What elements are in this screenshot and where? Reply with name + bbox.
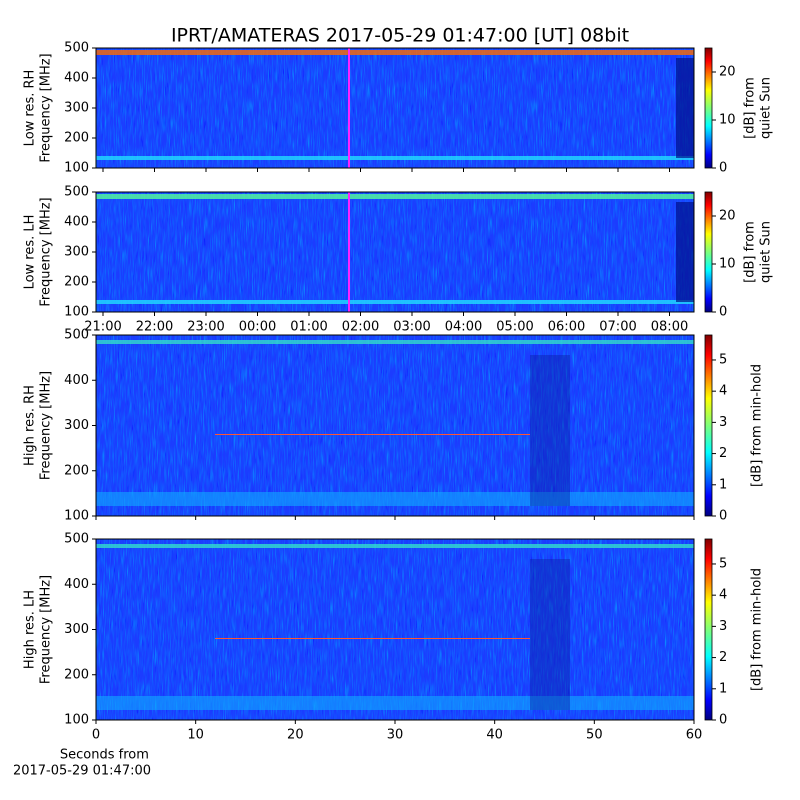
colorbar-label: [dB] from min-hold bbox=[750, 364, 765, 487]
y-tick-label: 400 bbox=[64, 71, 89, 86]
band-top bbox=[96, 544, 694, 548]
colorbar-tick-label: 0 bbox=[719, 161, 727, 176]
colorbar-label: quiet Sun bbox=[759, 221, 774, 283]
colorbar-tick-label: 10 bbox=[719, 113, 736, 128]
colorbar-tick-label: 2 bbox=[719, 650, 727, 665]
colorbar-tick-label: 5 bbox=[719, 556, 727, 571]
y-tick-label: 500 bbox=[64, 185, 89, 200]
y-tick-label: 300 bbox=[64, 622, 89, 637]
x-tick-label: 30 bbox=[387, 728, 404, 743]
x-tick-label: 03:00 bbox=[393, 320, 430, 335]
y-axis-label: High res. RH bbox=[23, 385, 38, 466]
colorbar-tick-label: 4 bbox=[719, 384, 727, 399]
x-axis-label: 2017-05-29 01:47:00 bbox=[13, 764, 151, 779]
y-tick-label: 400 bbox=[64, 373, 89, 388]
band-dark bbox=[530, 559, 570, 710]
colorbar-tick-label: 1 bbox=[719, 477, 727, 492]
band-strong bbox=[96, 50, 694, 55]
x-tick-label: 23:00 bbox=[187, 320, 224, 335]
colorbar bbox=[704, 191, 713, 313]
y-axis-label: Low res. RH bbox=[23, 70, 38, 147]
y-tick-label: 200 bbox=[64, 667, 89, 682]
band-low bbox=[96, 696, 694, 710]
y-tick-label: 500 bbox=[64, 328, 89, 343]
x-tick-label: 08:00 bbox=[651, 320, 688, 335]
y-axis-label: Frequency [MHz] bbox=[39, 371, 54, 480]
band-dark bbox=[530, 355, 570, 506]
band-low bbox=[96, 492, 694, 506]
y-axis-label: Frequency [MHz] bbox=[39, 53, 54, 162]
colorbar-tick-label: 0 bbox=[719, 713, 727, 728]
x-tick-label: 10 bbox=[187, 728, 204, 743]
colorbar-label: [dB] from bbox=[743, 77, 758, 139]
colorbar bbox=[704, 538, 713, 721]
x-tick-label: 01:00 bbox=[290, 320, 327, 335]
x-tick-label: 0 bbox=[92, 728, 100, 743]
y-tick-label: 200 bbox=[64, 275, 89, 290]
x-tick-label: 20 bbox=[287, 728, 304, 743]
y-axis-label: Frequency [MHz] bbox=[39, 197, 54, 306]
colorbar-tick-label: 20 bbox=[719, 209, 736, 224]
colorbar-tick-label: 4 bbox=[719, 588, 727, 603]
colorbar-tick-label: 5 bbox=[719, 352, 727, 367]
y-tick-label: 200 bbox=[64, 463, 89, 478]
x-tick-label: 02:00 bbox=[342, 320, 379, 335]
colorbar-tick-label: 3 bbox=[719, 619, 727, 634]
y-tick-label: 300 bbox=[64, 101, 89, 116]
x-tick-label: 05:00 bbox=[496, 320, 533, 335]
y-tick-label: 400 bbox=[64, 215, 89, 230]
colorbar bbox=[704, 47, 713, 169]
y-tick-label: 200 bbox=[64, 131, 89, 146]
colorbar-tick-label: 1 bbox=[719, 681, 727, 696]
x-tick-label: 00:00 bbox=[239, 320, 276, 335]
x-tick-label: 22:00 bbox=[136, 320, 173, 335]
y-tick-label: 300 bbox=[64, 418, 89, 433]
colorbar-label: [dB] from bbox=[743, 221, 758, 283]
y-axis-label: Frequency [MHz] bbox=[39, 575, 54, 684]
colorbar bbox=[704, 334, 713, 517]
x-axis-label: Seconds from bbox=[60, 748, 149, 763]
band-strong bbox=[96, 194, 694, 199]
x-tick-label: 04:00 bbox=[445, 320, 482, 335]
colorbar-label: [dB] from min-hold bbox=[750, 568, 765, 691]
colorbar-tick-label: 0 bbox=[719, 305, 727, 320]
spectrogram-noise bbox=[96, 48, 694, 168]
colorbar-tick-label: 20 bbox=[719, 65, 736, 80]
spectrogram-noise bbox=[96, 192, 694, 312]
colorbar-tick-label: 2 bbox=[719, 446, 727, 461]
x-tick-label: 60 bbox=[686, 728, 703, 743]
figure-title: IPRT/AMATERAS 2017-05-29 01:47:00 [UT] 0… bbox=[171, 25, 629, 47]
y-axis-label: Low res. LH bbox=[23, 215, 38, 290]
colorbar-tick-label: 0 bbox=[719, 509, 727, 524]
band-weak bbox=[96, 300, 694, 304]
spectrogram-noise bbox=[96, 335, 694, 516]
y-axis-label: High res. LH bbox=[23, 590, 38, 669]
y-tick-label: 500 bbox=[64, 532, 89, 547]
x-tick-label: 06:00 bbox=[548, 320, 585, 335]
edge-dark bbox=[676, 58, 694, 158]
colorbar-tick-label: 3 bbox=[719, 415, 727, 430]
x-tick-label: 07:00 bbox=[599, 320, 636, 335]
y-tick-label: 400 bbox=[64, 577, 89, 592]
y-tick-label: 300 bbox=[64, 245, 89, 260]
edge-dark bbox=[676, 202, 694, 302]
x-tick-label: 40 bbox=[486, 728, 503, 743]
y-tick-label: 100 bbox=[64, 713, 89, 728]
y-tick-label: 100 bbox=[64, 305, 89, 320]
y-tick-label: 500 bbox=[64, 41, 89, 56]
y-tick-label: 100 bbox=[64, 509, 89, 524]
colorbar-tick-label: 10 bbox=[719, 257, 736, 272]
band-weak bbox=[96, 156, 694, 160]
x-tick-label: 50 bbox=[586, 728, 603, 743]
colorbar-label: quiet Sun bbox=[759, 77, 774, 139]
x-tick-label: 21:00 bbox=[84, 320, 121, 335]
band-top bbox=[96, 340, 694, 344]
y-tick-label: 100 bbox=[64, 161, 89, 176]
spectrogram-noise bbox=[96, 539, 694, 720]
